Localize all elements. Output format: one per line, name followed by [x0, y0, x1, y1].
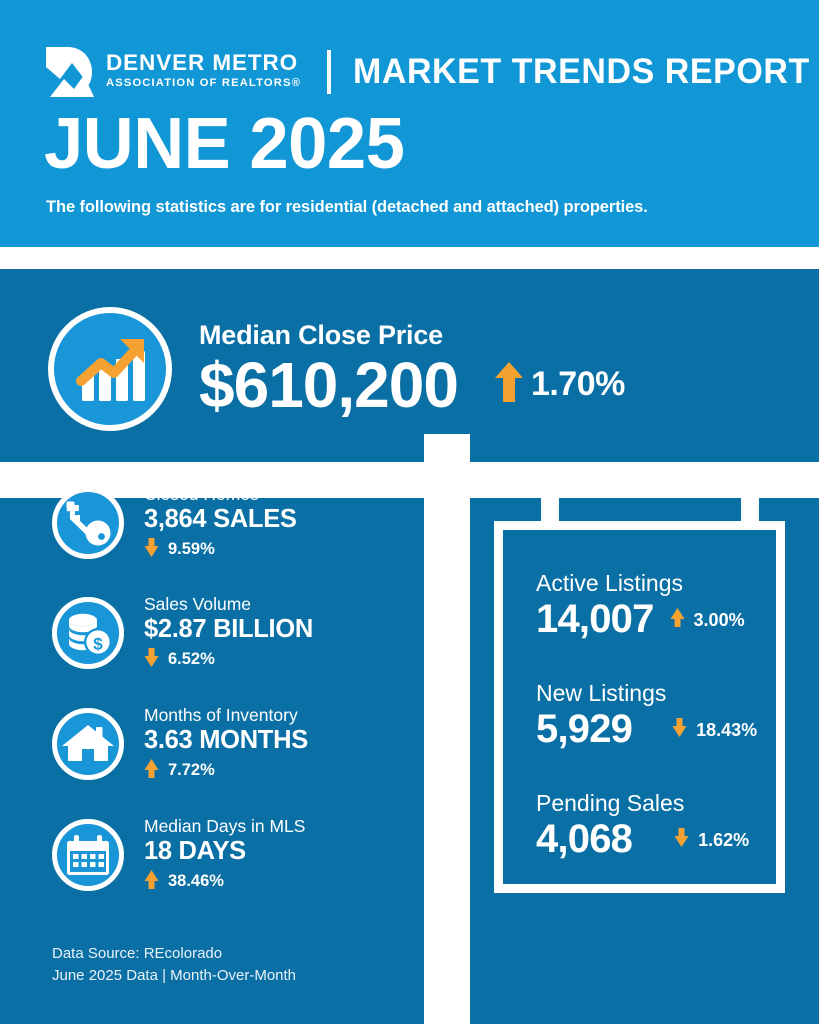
arrow-down-icon: [144, 647, 159, 673]
stat-change: 7.72%: [168, 761, 215, 780]
arrow-up-icon: [144, 758, 159, 784]
stat-value: 18 DAYS: [144, 837, 246, 866]
sign-stat-delta: 1.62%: [674, 827, 749, 853]
dmar-mountain-logo-icon: [44, 45, 94, 99]
header-subline: The following statistics are for residen…: [46, 198, 648, 216]
sign-stat-label: Pending Sales: [536, 790, 685, 816]
stat-label: Months of Inventory: [144, 705, 298, 725]
sign-post-crossbar: [0, 462, 819, 498]
svg-text:$: $: [93, 635, 103, 654]
sign-stat-change: 1.62%: [698, 829, 750, 850]
key-icon: [52, 487, 124, 560]
stat-value: 3,864 SALES: [144, 505, 297, 534]
sign-stat-change: 18.43%: [696, 719, 758, 740]
brand-subtitle: ASSOCIATION OF REALTORS®: [106, 76, 301, 89]
hanging-sign-panel: Active Listings 14,007 3.00% New Listing…: [494, 521, 785, 893]
hero-stat-delta: 1.70%: [494, 361, 625, 408]
stats-body: Median Close Price $610,200 1.70%: [0, 269, 819, 1024]
stat-row-sales-volume: $ Sales Volume $2.87 BILLION 6.52%: [52, 594, 313, 673]
hero-stat-row: $610,200 1.70%: [199, 353, 625, 417]
arrow-up-icon: [670, 607, 685, 633]
stat-label: Closed Homes: [144, 484, 259, 504]
hero-stat-value: $610,200: [199, 348, 459, 421]
sign-stat-value: 5,929: [536, 707, 633, 752]
stat-text-closed-homes: Closed Homes 3,864 SALES 9.59%: [144, 484, 297, 563]
calendar-icon: [52, 819, 124, 892]
arrow-up-icon: [144, 869, 159, 895]
sign-stat-pending-sales: Pending Sales 4,068 1.62%: [536, 790, 749, 861]
growth-chart-icon: [48, 307, 172, 431]
arrow-down-icon: [144, 537, 159, 563]
sign-stat-row: 14,007 3.00%: [536, 597, 745, 641]
stat-change: 6.52%: [168, 650, 215, 669]
hero-stat-text: Median Close Price $610,200 1.70%: [199, 320, 625, 417]
stat-label: Sales Volume: [144, 594, 252, 614]
stat-row-months-of-inventory: Months of Inventory 3.63 MONTHS 7.72%: [52, 705, 308, 784]
sign-stat-label: Active Listings: [536, 570, 684, 596]
footer-line-1: Data Source: REcolorado: [52, 945, 223, 962]
hero-stat-median-close-price: Median Close Price $610,200 1.70%: [48, 307, 625, 431]
stat-value: 3.63 MONTHS: [144, 726, 308, 755]
header-brand-bar: DENVER METRO ASSOCIATION OF REALTORS® MA…: [44, 44, 819, 100]
footer-line-2: June 2025 Data | Month-Over-Month: [52, 966, 297, 984]
sign-stat-change: 3.00%: [693, 609, 745, 630]
hero-stat-change: 1.70%: [530, 365, 625, 404]
stat-text-sales-volume: Sales Volume $2.87 BILLION 6.52%: [144, 594, 313, 673]
sign-post-vertical: [424, 434, 470, 1024]
report-title: MARKET TRENDS REPORT: [352, 52, 810, 91]
arrow-down-icon: [674, 827, 689, 853]
sign-stat-delta: 3.00%: [670, 607, 745, 633]
hero-stat-label: Median Close Price: [199, 320, 443, 351]
sign-stat-value: 14,007: [536, 597, 654, 642]
sign-stat-row: 5,929 18.43%: [536, 707, 757, 751]
house-icon: [52, 708, 124, 781]
stat-change: 9.59%: [168, 540, 215, 559]
brand-lockup: DENVER METRO ASSOCIATION OF REALTORS®: [106, 52, 301, 91]
page-title: JUNE 2025: [44, 104, 405, 184]
brand-title: DENVER METRO: [106, 50, 299, 76]
sign-stat-active-listings: Active Listings 14,007 3.00%: [536, 570, 745, 641]
stat-delta: 6.52%: [144, 647, 313, 673]
stat-text-months-of-inventory: Months of Inventory 3.63 MONTHS 7.72%: [144, 705, 308, 784]
vertical-divider: [326, 50, 331, 94]
header-divider-gap: [0, 247, 819, 269]
stat-change: 38.46%: [168, 872, 224, 891]
stat-value: $2.87 BILLION: [144, 615, 313, 644]
stat-delta: 7.72%: [144, 758, 308, 784]
stat-row-closed-homes: Closed Homes 3,864 SALES 9.59%: [52, 484, 297, 563]
arrow-up-icon: [494, 361, 524, 408]
sign-stat-delta: 18.43%: [672, 717, 757, 743]
sign-stat-new-listings: New Listings 5,929 18.43%: [536, 680, 757, 751]
sign-stat-row: 4,068 1.62%: [536, 817, 749, 861]
sign-stat-label: New Listings: [536, 680, 667, 706]
arrow-down-icon: [672, 717, 687, 743]
stat-delta: 38.46%: [144, 869, 305, 895]
stat-text-median-days-in-mls: Median Days in MLS 18 DAYS 38.46%: [144, 816, 305, 895]
stat-label: Median Days in MLS: [144, 816, 306, 836]
stat-delta: 9.59%: [144, 537, 297, 563]
report-header: DENVER METRO ASSOCIATION OF REALTORS® MA…: [0, 0, 819, 247]
stat-row-median-days-in-mls: Median Days in MLS 18 DAYS 38.46%: [52, 816, 305, 895]
coins-icon: $: [52, 597, 124, 670]
footer-source-note: Data Source: REcolorado June 2025 Data |…: [52, 943, 296, 987]
sign-stat-value: 4,068: [536, 817, 633, 862]
